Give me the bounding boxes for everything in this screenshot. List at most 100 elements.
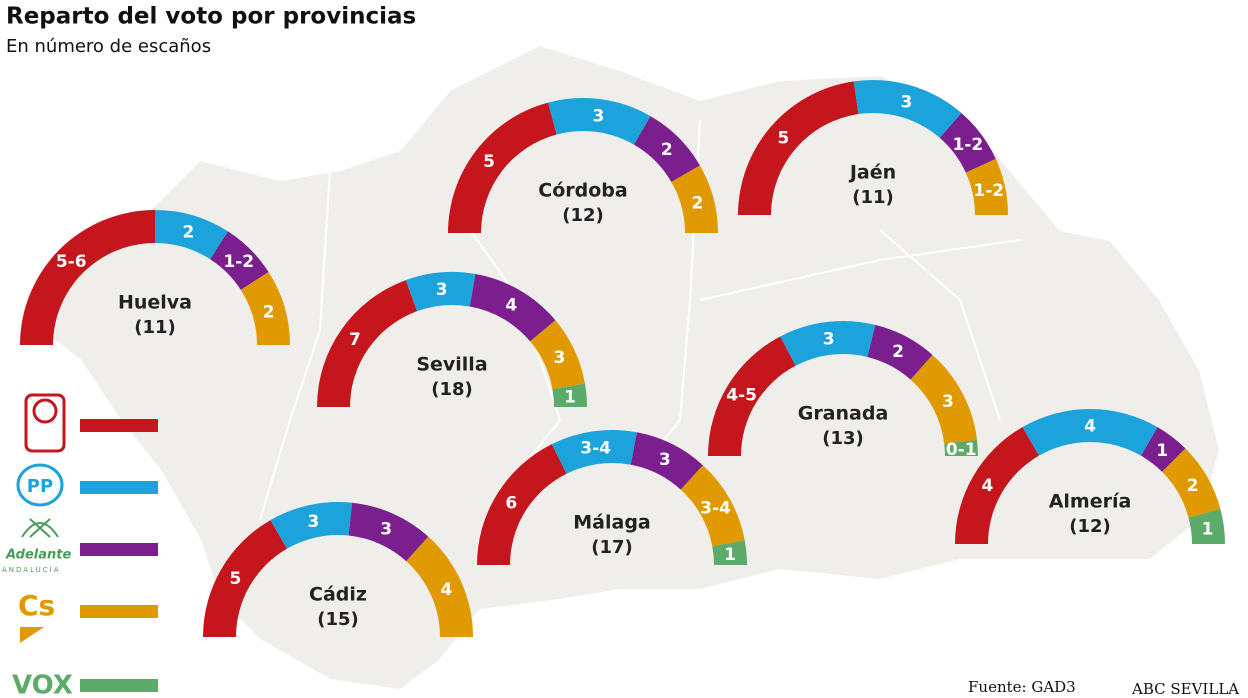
seat-label: 3 xyxy=(553,348,565,368)
legend-swatch xyxy=(80,543,158,556)
seat-label: 3 xyxy=(593,107,605,127)
legend-swatch xyxy=(80,419,158,432)
seat-label: 4 xyxy=(440,580,452,600)
seat-segment xyxy=(955,427,1039,544)
province-total: (12) xyxy=(1069,516,1111,537)
province-total: (15) xyxy=(317,609,359,630)
seat-label: 5 xyxy=(483,152,495,172)
seat-segment xyxy=(965,158,1008,215)
seat-label: 3 xyxy=(659,450,671,470)
seat-segment xyxy=(469,274,556,342)
seat-segment xyxy=(944,439,978,456)
seat-label: 3 xyxy=(823,329,835,349)
province-name: Sevilla xyxy=(416,354,487,376)
seat-segment xyxy=(203,520,287,637)
province-total: (13) xyxy=(822,428,864,449)
seat-label: 2 xyxy=(263,303,275,323)
adelante-sublogo: ANDALUCÍA xyxy=(2,565,61,574)
seat-segment xyxy=(712,540,747,565)
seat-segment xyxy=(1022,409,1158,456)
seat-segment xyxy=(853,80,962,138)
seat-segment xyxy=(867,324,933,380)
seat-label: 7 xyxy=(349,330,361,350)
seat-segment xyxy=(680,465,745,547)
pp-logo: PP xyxy=(27,476,53,497)
seat-label: 2 xyxy=(661,140,673,160)
seat-label: 1 xyxy=(724,545,736,565)
seat-label: 4-5 xyxy=(726,386,757,406)
seat-label: 6 xyxy=(505,494,517,514)
seat-segment xyxy=(405,272,476,312)
seat-label: 4 xyxy=(505,295,517,315)
pp-logo-ring xyxy=(16,463,64,507)
seat-segment xyxy=(530,320,585,390)
seat-label: 5 xyxy=(229,569,241,589)
seat-label: 2 xyxy=(692,193,704,213)
legend-swatch xyxy=(80,605,158,618)
seat-segment xyxy=(20,210,155,345)
seat-segment xyxy=(548,98,651,145)
seat-label: 1 xyxy=(1156,441,1168,461)
seat-label: 3-4 xyxy=(580,439,611,459)
seat-segment xyxy=(477,444,567,565)
seat-segment xyxy=(270,501,353,549)
seat-label: 3 xyxy=(900,92,912,112)
seat-label: 1-2 xyxy=(973,181,1004,201)
province-name: Huelva xyxy=(118,292,192,314)
seat-label: 3-4 xyxy=(700,498,731,518)
seat-segment xyxy=(317,280,418,407)
seat-segment xyxy=(910,354,978,444)
province-total: (11) xyxy=(852,187,894,208)
seat-label: 1-2 xyxy=(953,135,984,155)
province-name: Cádiz xyxy=(309,584,367,606)
subtitle: En número de escaños xyxy=(6,36,211,57)
seat-label: 3 xyxy=(380,520,392,540)
province-total: (11) xyxy=(134,317,176,338)
title: Reparto del voto por provincias xyxy=(6,4,416,30)
seat-label: 1 xyxy=(564,388,576,408)
province-name: Almería xyxy=(1049,491,1132,513)
province-total: (17) xyxy=(591,537,633,558)
seat-label: 2 xyxy=(1187,476,1199,496)
legend: PP Adelante ANDALUCÍA Cs VOX xyxy=(2,393,158,698)
legend-swatch xyxy=(80,481,158,494)
seat-label: 4 xyxy=(981,476,993,496)
seat-label: 5-6 xyxy=(56,252,87,272)
seat-label: 4 xyxy=(1084,417,1096,437)
seat-label: 3 xyxy=(436,280,448,300)
seat-segment xyxy=(210,231,269,290)
province-name: Córdoba xyxy=(538,180,627,202)
seat-segment xyxy=(1162,448,1221,518)
seat-label: 2 xyxy=(892,342,904,362)
seat-label: 3 xyxy=(942,392,954,412)
charts: 5-6 2 1-2 2 Huelva (11) 5 3 2 2 Córdoba (12) 5 3 1-2 1-… xyxy=(20,80,1225,637)
seat-segment xyxy=(552,383,587,407)
seat-segment xyxy=(348,502,429,562)
psoe-rose xyxy=(32,398,58,424)
psoe-logo xyxy=(24,393,66,453)
seat-segment xyxy=(1141,427,1186,472)
legend-swatch xyxy=(80,679,158,692)
seat-label: 3 xyxy=(307,512,319,532)
seat-label: 1 xyxy=(1202,520,1214,540)
province-name: Málaga xyxy=(573,512,650,534)
seat-segment xyxy=(738,81,859,215)
seat-segment xyxy=(551,430,637,474)
seat-segment xyxy=(155,210,228,260)
source: Fuente: GAD3 xyxy=(968,678,1076,696)
province-name: Jaén xyxy=(848,162,896,184)
seat-label: 1-2 xyxy=(223,252,254,272)
seat-segment xyxy=(939,112,996,173)
seat-segment xyxy=(448,102,557,234)
vox-logo: VOX xyxy=(12,671,73,698)
seat-segment xyxy=(240,272,290,345)
seat-label: 2 xyxy=(182,222,194,242)
province-total: (12) xyxy=(562,205,604,226)
cs-logo: Cs xyxy=(18,589,55,622)
province-name: Granada xyxy=(798,403,889,425)
adelante-logo: Adelante xyxy=(5,548,71,563)
seat-segment xyxy=(406,536,473,637)
seat-segment xyxy=(634,116,700,182)
credit: ABC SEVILLA xyxy=(1131,680,1239,698)
